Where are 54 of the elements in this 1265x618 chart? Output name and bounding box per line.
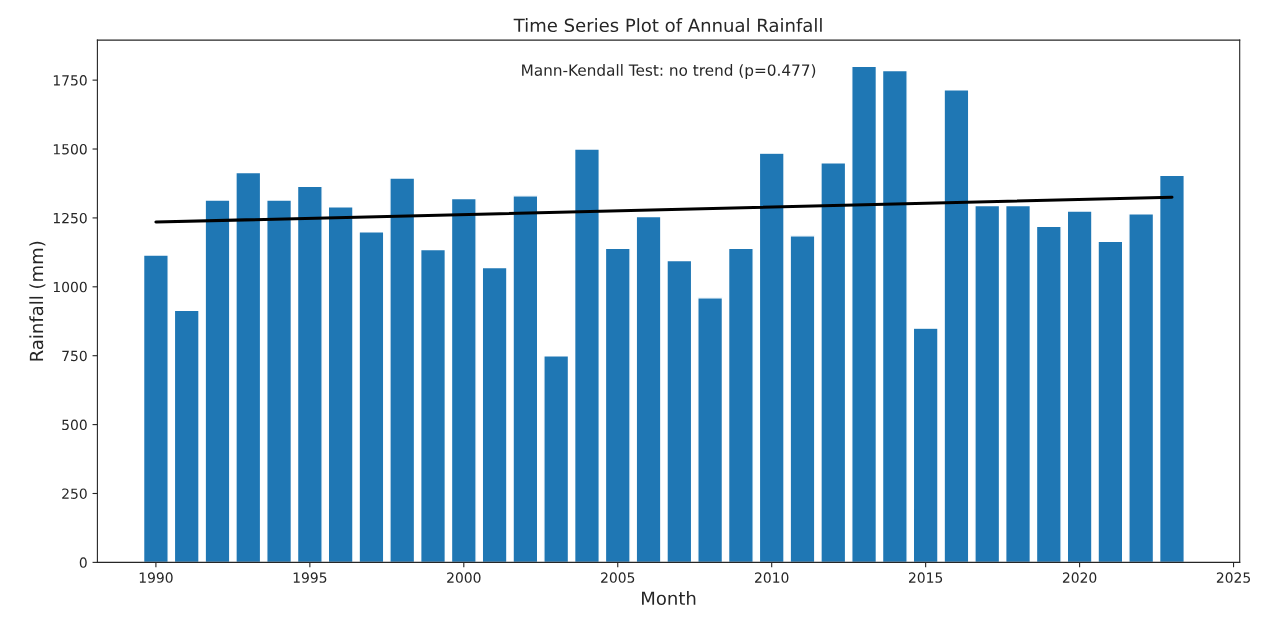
y-tick-label: 1000: [53, 281, 87, 293]
bar: [820, 162, 847, 563]
bar: [1035, 225, 1062, 563]
bar: [1066, 210, 1093, 563]
y-axis-title: Rainfall (mm): [29, 241, 46, 361]
y-tick-label: 1500: [53, 143, 87, 155]
bar: [142, 254, 169, 563]
bar: [666, 259, 693, 563]
bar: [789, 235, 816, 563]
bar: [1158, 174, 1185, 563]
y-tick-label: 500: [62, 419, 87, 431]
bar: [543, 355, 570, 563]
bar: [481, 266, 508, 563]
x-tick-label: 2010: [755, 572, 789, 583]
x-tick-label: 1990: [139, 572, 173, 583]
y-tick-label: 250: [62, 488, 87, 499]
bar: [1128, 213, 1155, 563]
bar: [758, 152, 785, 563]
bar: [204, 199, 231, 563]
bar: [635, 215, 662, 563]
bar: [358, 230, 385, 563]
x-axis-title: Month: [642, 591, 696, 606]
bar: [327, 206, 354, 563]
x-tick-label: 2000: [447, 572, 481, 583]
bar: [296, 185, 323, 563]
chart-title: Time Series Plot of Annual Rainfall: [513, 18, 822, 33]
bar: [1097, 240, 1124, 563]
x-tick-label: 2025: [1216, 572, 1250, 583]
bar: [512, 195, 539, 563]
bar: [266, 199, 293, 563]
x-tick-label: 1995: [293, 572, 327, 583]
bar: [697, 297, 724, 563]
bar: [450, 197, 477, 563]
bar: [420, 248, 447, 563]
bar: [974, 204, 1001, 563]
bar: [389, 177, 416, 563]
bar: [173, 309, 200, 563]
bar: [943, 89, 970, 563]
bar: [881, 69, 908, 563]
y-tick-label: 750: [62, 350, 87, 362]
bar: [604, 247, 631, 563]
annotation: Mann-Kendall Test: no trend (p=0.477): [522, 64, 816, 79]
x-tick-label: 2005: [601, 572, 635, 583]
bar: [235, 171, 262, 563]
x-tick-label: 2015: [908, 572, 943, 583]
bar: [573, 148, 600, 563]
bar: [727, 247, 754, 563]
bar: [851, 65, 878, 563]
x-tick-label: 2020: [1062, 572, 1097, 583]
bar: [1005, 204, 1032, 563]
y-tick-label: 0: [79, 557, 87, 568]
bar: [912, 327, 939, 563]
y-tick-label: 1250: [53, 212, 87, 224]
y-tick-label: 1750: [53, 75, 87, 86]
